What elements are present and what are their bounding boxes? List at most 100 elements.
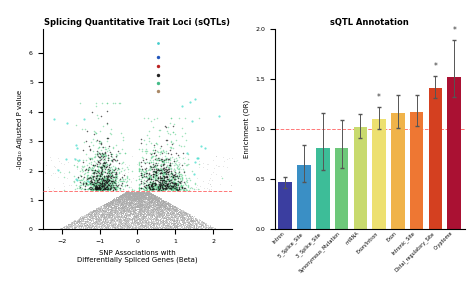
Point	[139, 179, 146, 184]
Point	[162, 201, 169, 206]
Point	[184, 226, 191, 231]
Point	[135, 192, 143, 197]
Point	[153, 215, 161, 220]
Point	[168, 171, 176, 175]
Point	[109, 203, 117, 207]
Point	[85, 182, 92, 186]
Point	[161, 202, 169, 207]
Point	[141, 197, 148, 201]
Point	[112, 182, 120, 187]
Point	[163, 183, 171, 187]
Point	[120, 201, 128, 206]
Point	[153, 202, 161, 207]
Point	[97, 216, 105, 220]
Point	[135, 173, 142, 178]
Point	[147, 200, 155, 205]
Point	[150, 214, 157, 218]
Point	[155, 156, 163, 161]
Point	[59, 225, 66, 229]
Point	[156, 185, 164, 189]
Point	[148, 216, 156, 221]
Point	[150, 164, 157, 169]
Point	[146, 221, 154, 226]
Point	[123, 196, 130, 201]
Point	[97, 181, 105, 186]
Point	[100, 205, 108, 210]
Point	[133, 215, 140, 219]
Point	[178, 217, 186, 222]
Point	[147, 224, 155, 228]
Point	[111, 206, 118, 211]
Point	[156, 168, 164, 173]
Point	[123, 224, 130, 229]
Point	[160, 208, 167, 213]
Point	[100, 225, 107, 230]
Point	[158, 199, 165, 204]
Point	[123, 202, 131, 206]
Point	[106, 163, 113, 168]
Point	[69, 219, 76, 224]
Point	[129, 191, 137, 196]
Point	[99, 222, 107, 226]
Point	[150, 197, 158, 202]
Point	[152, 194, 160, 199]
Point	[122, 197, 129, 202]
Point	[132, 196, 140, 201]
Point	[162, 204, 170, 209]
Point	[164, 202, 172, 206]
Point	[162, 181, 169, 186]
Point	[194, 220, 201, 225]
Point	[128, 216, 136, 221]
Point	[138, 198, 146, 203]
Point	[143, 197, 150, 201]
Point	[121, 201, 128, 205]
Point	[173, 209, 181, 213]
Point	[151, 197, 159, 201]
Point	[160, 203, 167, 208]
Point	[124, 190, 132, 194]
Point	[201, 223, 209, 228]
Point	[130, 201, 138, 206]
Point	[139, 224, 147, 229]
Point	[104, 213, 111, 218]
Point	[122, 216, 130, 221]
Point	[93, 186, 100, 191]
Point	[103, 164, 110, 168]
Point	[112, 204, 119, 209]
Point	[141, 201, 148, 206]
Point	[112, 222, 120, 226]
Point	[146, 222, 154, 227]
Point	[116, 226, 123, 231]
Point	[113, 198, 121, 202]
Point	[181, 216, 188, 221]
Point	[160, 217, 167, 222]
Point	[102, 205, 109, 210]
Point	[126, 192, 133, 196]
Point	[155, 202, 163, 207]
Point	[188, 218, 195, 223]
Point	[76, 180, 84, 184]
Point	[99, 213, 106, 218]
Point	[183, 215, 191, 220]
Point	[95, 224, 103, 229]
Point	[131, 223, 138, 228]
Point	[132, 205, 140, 210]
Point	[149, 202, 156, 207]
Point	[149, 198, 157, 203]
Point	[121, 220, 128, 224]
Point	[184, 211, 191, 216]
Point	[98, 165, 106, 170]
Point	[140, 211, 147, 216]
Point	[151, 211, 158, 216]
Point	[157, 212, 164, 216]
Point	[144, 219, 152, 223]
Point	[108, 203, 116, 208]
Point	[172, 223, 180, 228]
Point	[186, 213, 193, 218]
Point	[130, 191, 137, 196]
Point	[125, 206, 132, 211]
Point	[172, 225, 180, 229]
Point	[122, 192, 129, 196]
Point	[145, 212, 152, 216]
Point	[137, 202, 145, 206]
